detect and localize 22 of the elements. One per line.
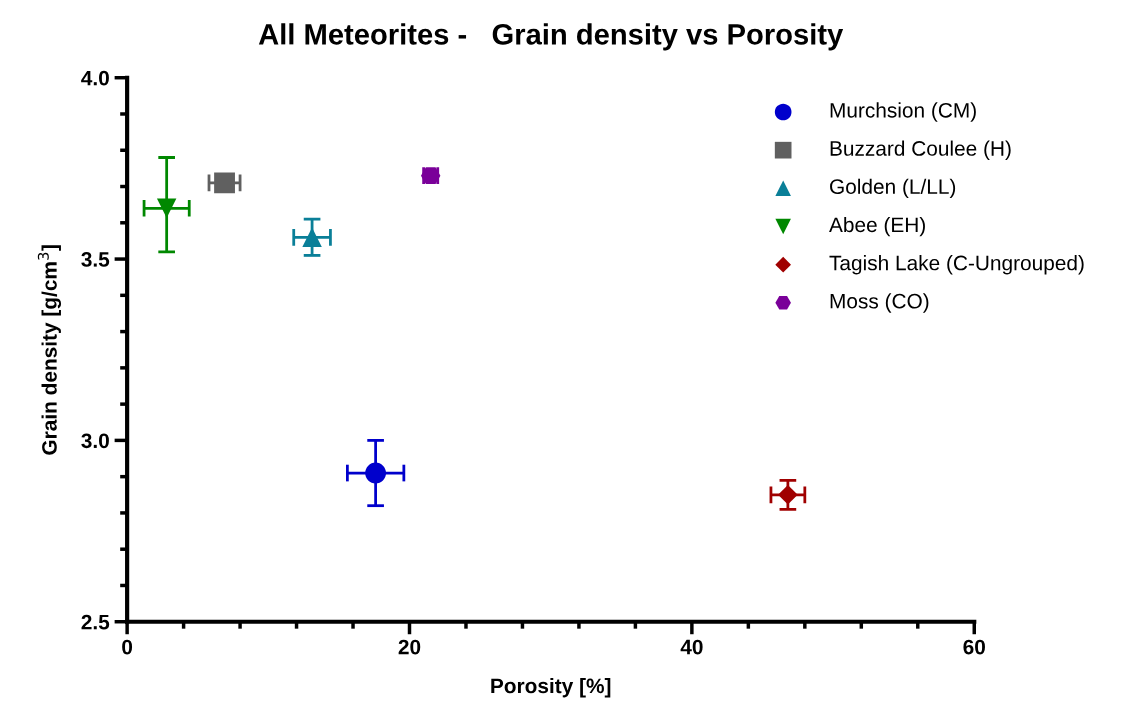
y-tick-label: 3.0 — [81, 433, 109, 449]
legend-label: Golden (L/LL) — [830, 178, 956, 199]
legend-label: Tagish Lake (C-Ungrouped) — [829, 255, 1084, 275]
point — [302, 227, 322, 248]
x-axis-title: Porosity [%] — [491, 677, 611, 698]
legend-label: Buzzard Coulee (H) — [830, 140, 1011, 160]
y-tick-label: 2.5 — [81, 614, 110, 630]
point — [778, 484, 798, 505]
y-axis-title: Grain density [g/cm$^{3}$] — [37, 245, 62, 455]
x-tick-label: 0 — [122, 639, 133, 655]
y-tick-label: 3.5 — [81, 252, 110, 267]
point — [365, 462, 387, 484]
chart-title: All Meteorites - Grain density vs Porosity — [258, 23, 844, 51]
x-tick-label: 60 — [963, 639, 985, 655]
legend-label: Abee (EH) — [829, 216, 925, 237]
legend-label: Moss (CO) — [830, 293, 929, 313]
point — [214, 172, 235, 194]
legend-label: Murchsion (CM) — [830, 102, 976, 122]
x-tick-label: 20 — [398, 639, 421, 655]
y-tick-label: 4.0 — [81, 70, 109, 86]
x-tick-label: 40 — [680, 639, 703, 655]
point — [156, 198, 177, 218]
